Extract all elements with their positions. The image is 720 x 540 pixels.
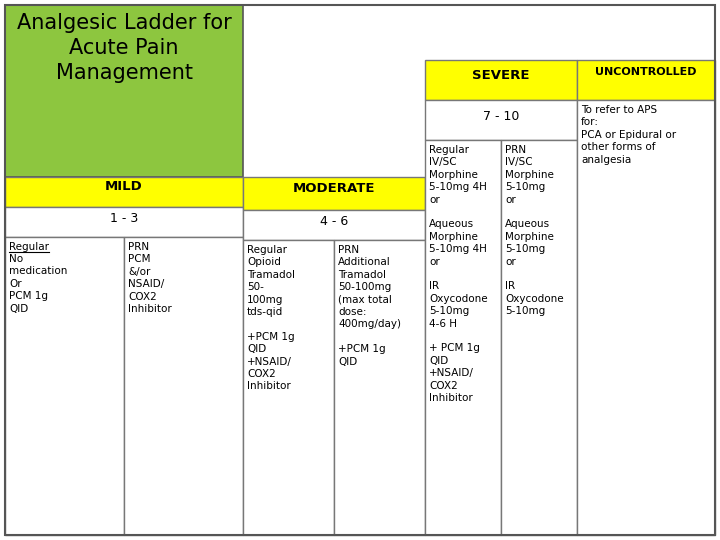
FancyBboxPatch shape [243,240,334,535]
Text: PRN
Additional
Tramadol
50-100mg
(max total
dose:
400mg/day)

+PCM 1g
QID: PRN Additional Tramadol 50-100mg (max to… [338,245,401,367]
FancyBboxPatch shape [501,140,577,535]
FancyBboxPatch shape [425,60,577,100]
FancyBboxPatch shape [577,60,715,100]
FancyBboxPatch shape [243,177,425,210]
FancyBboxPatch shape [425,140,501,535]
Text: No
medication
Or
PCM 1g
QID: No medication Or PCM 1g QID [9,254,68,314]
FancyBboxPatch shape [5,207,243,237]
FancyBboxPatch shape [425,100,577,140]
Text: Regular: Regular [9,242,49,252]
Text: MILD: MILD [105,180,143,193]
FancyBboxPatch shape [243,210,425,240]
Text: 4 - 6: 4 - 6 [320,215,348,228]
Text: Analgesic Ladder for
Acute Pain
Management: Analgesic Ladder for Acute Pain Manageme… [17,13,231,83]
FancyBboxPatch shape [334,240,425,535]
Text: PRN
PCM
&/or
NSAID/
COX2
Inhibitor: PRN PCM &/or NSAID/ COX2 Inhibitor [128,242,172,314]
Text: PRN
IV/SC
Morphine
5-10mg
or

Aqueous
Morphine
5-10mg
or

IR
Oxycodone
5-10mg: PRN IV/SC Morphine 5-10mg or Aqueous Mor… [505,145,564,316]
Text: MODERATE: MODERATE [293,182,375,195]
Text: 7 - 10: 7 - 10 [483,110,519,123]
FancyBboxPatch shape [5,5,243,177]
FancyBboxPatch shape [577,100,715,535]
Text: Regular
Opioid
Tramadol
50-
100mg
tds-qid

+PCM 1g
QID
+NSAID/
COX2
Inhibitor: Regular Opioid Tramadol 50- 100mg tds-qi… [247,245,295,392]
Text: SEVERE: SEVERE [472,69,530,82]
Text: Regular
IV/SC
Morphine
5-10mg 4H
or

Aqueous
Morphine
5-10mg 4H
or

IR
Oxycodone: Regular IV/SC Morphine 5-10mg 4H or Aque… [429,145,487,403]
FancyBboxPatch shape [5,177,243,207]
FancyBboxPatch shape [5,237,124,535]
Text: 1 - 3: 1 - 3 [110,212,138,225]
FancyBboxPatch shape [124,237,243,535]
Text: UNCONTROLLED: UNCONTROLLED [595,67,697,77]
Text: To refer to APS
for:
PCA or Epidural or
other forms of
analgesia: To refer to APS for: PCA or Epidural or … [581,105,676,165]
